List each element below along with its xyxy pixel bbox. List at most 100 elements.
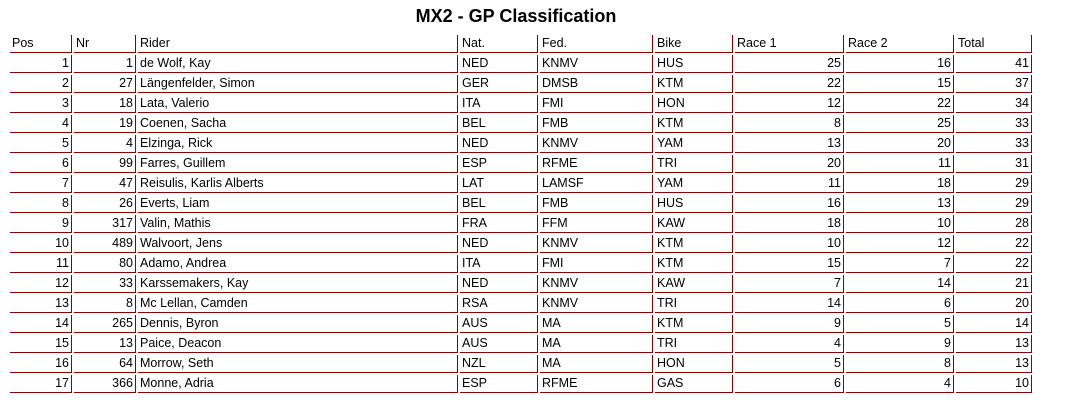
table-row: 15 13 Paice, Deacon AUS MA TRI 4 9 13 [10,335,1032,353]
rider-cell: Paice, Deacon [138,335,458,353]
race-2-cell: 12 [846,235,954,253]
table-row: 1 1 de Wolf, Kay NED KNMV HUS 25 16 41 [10,55,1032,73]
rider-cell: Valin, Mathis [138,215,458,233]
table-row: 10 489 Walvoort, Jens NED KNMV KTM 10 12 22 [10,235,1032,253]
rider-cell: Karssemakers, Kay [138,275,458,293]
pos-cell: 6 [10,155,72,173]
pos-cell: 5 [10,135,72,153]
nr-cell: 19 [74,115,136,133]
column-header-fed: Fed. [540,35,653,53]
total-cell: 29 [956,175,1032,193]
race-1-cell: 10 [735,235,844,253]
pos-cell: 3 [10,95,72,113]
race-2-cell: 8 [846,355,954,373]
bike-cell: KAW [655,275,733,293]
total-cell: 28 [956,215,1032,233]
race-2-cell: 22 [846,95,954,113]
nat-cell: AUS [460,315,538,333]
table-row: 12 33 Karssemakers, Kay NED KNMV KAW 7 14 21 [10,275,1032,293]
rider-cell: Monne, Adria [138,375,458,393]
race-1-cell: 4 [735,335,844,353]
nr-cell: 18 [74,95,136,113]
nat-cell: ESP [460,155,538,173]
rider-cell: Adamo, Andrea [138,255,458,273]
nr-cell: 99 [74,155,136,173]
nat-cell: BEL [460,195,538,213]
nat-cell: ITA [460,95,538,113]
total-cell: 13 [956,335,1032,353]
total-cell: 29 [956,195,1032,213]
pos-cell: 12 [10,275,72,293]
nr-cell: 8 [74,295,136,313]
pos-cell: 14 [10,315,72,333]
nr-cell: 64 [74,355,136,373]
rider-cell: Everts, Liam [138,195,458,213]
fed-cell: DMSB [540,75,653,93]
table-row: 9 317 Valin, Mathis FRA FFM KAW 18 10 28 [10,215,1032,233]
column-header-race-1: Race 1 [735,35,844,53]
fed-cell: FMI [540,255,653,273]
column-header-nr: Nr [74,35,136,53]
nr-cell: 33 [74,275,136,293]
nat-cell: NED [460,235,538,253]
race-1-cell: 5 [735,355,844,373]
column-header-total: Total [956,35,1032,53]
total-cell: 33 [956,135,1032,153]
race-2-cell: 20 [846,135,954,153]
pos-cell: 11 [10,255,72,273]
race-2-cell: 10 [846,215,954,233]
nr-cell: 366 [74,375,136,393]
fed-cell: KNMV [540,295,653,313]
race-2-cell: 7 [846,255,954,273]
total-cell: 34 [956,95,1032,113]
rider-cell: Elzinga, Rick [138,135,458,153]
bike-cell: KTM [655,115,733,133]
column-header-bike: Bike [655,35,733,53]
race-2-cell: 16 [846,55,954,73]
pos-cell: 15 [10,335,72,353]
race-1-cell: 9 [735,315,844,333]
race-1-cell: 25 [735,55,844,73]
fed-cell: KNMV [540,55,653,73]
nat-cell: NZL [460,355,538,373]
bike-cell: KTM [655,255,733,273]
fed-cell: MA [540,355,653,373]
column-header-rider: Rider [138,35,458,53]
nat-cell: NED [460,275,538,293]
race-2-cell: 5 [846,315,954,333]
nat-cell: ESP [460,375,538,393]
pos-cell: 4 [10,115,72,133]
total-cell: 10 [956,375,1032,393]
bike-cell: KTM [655,315,733,333]
race-1-cell: 13 [735,135,844,153]
table-row: 16 64 Morrow, Seth NZL MA HON 5 8 13 [10,355,1032,373]
bike-cell: HUS [655,55,733,73]
header-row: Pos Nr Rider Nat. Fed. Bike Race 1 Race … [10,35,1032,53]
race-2-cell: 14 [846,275,954,293]
bike-cell: HON [655,95,733,113]
column-header-nat: Nat. [460,35,538,53]
pos-cell: 1 [10,55,72,73]
total-cell: 31 [956,155,1032,173]
nr-cell: 80 [74,255,136,273]
fed-cell: FMB [540,195,653,213]
table-row: 7 47 Reisulis, Karlis Alberts LAT LAMSF YAM 11… [10,175,1032,193]
total-cell: 37 [956,75,1032,93]
table-row: 6 99 Farres, Guillem ESP RFME TRI 20 11 31 [10,155,1032,173]
table-row: 17 366 Monne, Adria ESP RFME GAS 6 4 10 [10,375,1032,393]
race-2-cell: 4 [846,375,954,393]
race-2-cell: 13 [846,195,954,213]
nat-cell: FRA [460,215,538,233]
race-1-cell: 20 [735,155,844,173]
table-row: 3 18 Lata, Valerio ITA FMI HON 12 22 34 [10,95,1032,113]
bike-cell: HUS [655,195,733,213]
fed-cell: MA [540,335,653,353]
race-2-cell: 25 [846,115,954,133]
nr-cell: 265 [74,315,136,333]
fed-cell: FFM [540,215,653,233]
bike-cell: TRI [655,295,733,313]
nat-cell: ITA [460,255,538,273]
total-cell: 33 [956,115,1032,133]
rider-cell: Mc Lellan, Camden [138,295,458,313]
fed-cell: LAMSF [540,175,653,193]
